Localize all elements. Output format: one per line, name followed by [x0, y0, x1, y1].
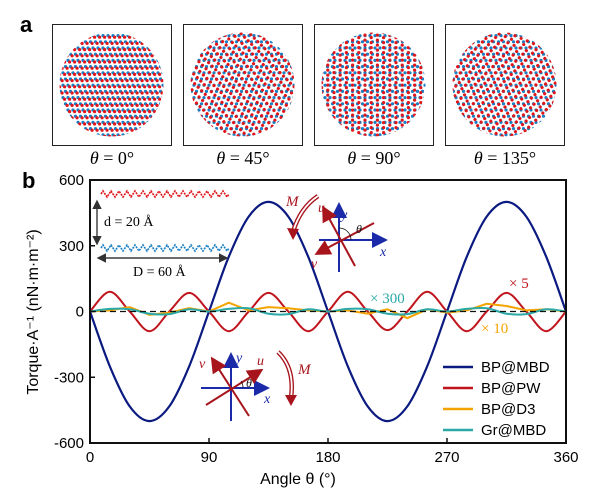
x-tick-label: 180 [315, 449, 340, 466]
caption-value: = 135° [482, 148, 537, 168]
x-axis-label: Angle θ (°) [260, 471, 336, 488]
panel-b-label: b [22, 168, 36, 193]
theta-symbol: θ [216, 148, 226, 168]
D-label: D = 60 Å [133, 264, 187, 280]
y-label-bottom: y [234, 351, 243, 366]
inset-axes-top: M y x u v θ [285, 194, 388, 272]
theta-symbol: θ [473, 148, 483, 168]
legend-label: BP@PW [481, 380, 541, 397]
annotation-x300: × 300 [370, 291, 405, 307]
structure-caption-135: θ = 135° [445, 148, 565, 169]
M-label-bottom: M [297, 362, 312, 378]
y-tick-label: 600 [59, 172, 84, 189]
y-tick-label: 300 [59, 238, 84, 255]
theta-label-top: θ [356, 222, 362, 236]
x-label-top: x [379, 245, 387, 260]
M-label-top: M [285, 194, 300, 210]
panel-a-label: a [20, 12, 33, 37]
legend-label: BP@MBD [481, 359, 550, 376]
caption-value: = 90° [356, 148, 401, 168]
d-label: d = 20 Å [104, 214, 154, 230]
u-axis-arrow [322, 205, 356, 267]
annotation-x5: × 5 [509, 276, 529, 292]
annotation-x10: × 10 [481, 321, 508, 337]
x-tick-label: 360 [553, 449, 578, 466]
theta-symbol: θ [347, 148, 357, 168]
v-axis-arrow [210, 356, 250, 417]
structure-image-0 [52, 24, 172, 146]
y-tick-label: -600 [54, 435, 84, 452]
theta-symbol: θ [89, 148, 99, 168]
v-label-top: v [311, 257, 318, 272]
series-line-gr-mbd [89, 306, 567, 316]
y-tick-label: -300 [54, 369, 84, 386]
y-label-top: y [339, 208, 348, 223]
y-tick-label: 0 [76, 304, 84, 321]
caption-value: = 45° [225, 148, 270, 168]
theta-label-bottom: θ [246, 376, 252, 390]
u-axis-arrow [205, 368, 264, 406]
structure-image-135 [445, 24, 565, 146]
x-tick-label: 270 [434, 449, 459, 466]
u-label-bottom: u [257, 354, 264, 369]
legend-label: BP@D3 [481, 401, 535, 418]
structure-image-90 [314, 24, 434, 146]
x-tick-label: 90 [201, 449, 218, 466]
y-axis-label: Torque·A⁻¹ (nN·m·m⁻²) [25, 229, 42, 394]
x-tick-label: 0 [86, 449, 94, 466]
u-label-top: u [318, 201, 325, 216]
caption-value: = 0° [98, 148, 135, 168]
legend-label: Gr@MBD [481, 422, 546, 439]
v-label-bottom: v [199, 357, 206, 372]
structure-image-45 [183, 24, 303, 146]
inset-bilayer-structure: d = 20 Å D = 60 Å [92, 189, 230, 280]
structure-caption-45: θ = 45° [183, 148, 303, 169]
x-label-bottom: x [263, 392, 271, 407]
inset-axes-bottom: y x u v θ M [199, 350, 312, 421]
legend: BP@MBD BP@PW BP@D3 Gr@MBD [443, 359, 550, 439]
structure-caption-0: θ = 0° [52, 148, 172, 169]
bottom-layer-chain [100, 243, 230, 253]
structure-caption-90: θ = 90° [314, 148, 434, 169]
v-axis-arrow [314, 222, 375, 255]
top-layer-chain [100, 189, 230, 199]
